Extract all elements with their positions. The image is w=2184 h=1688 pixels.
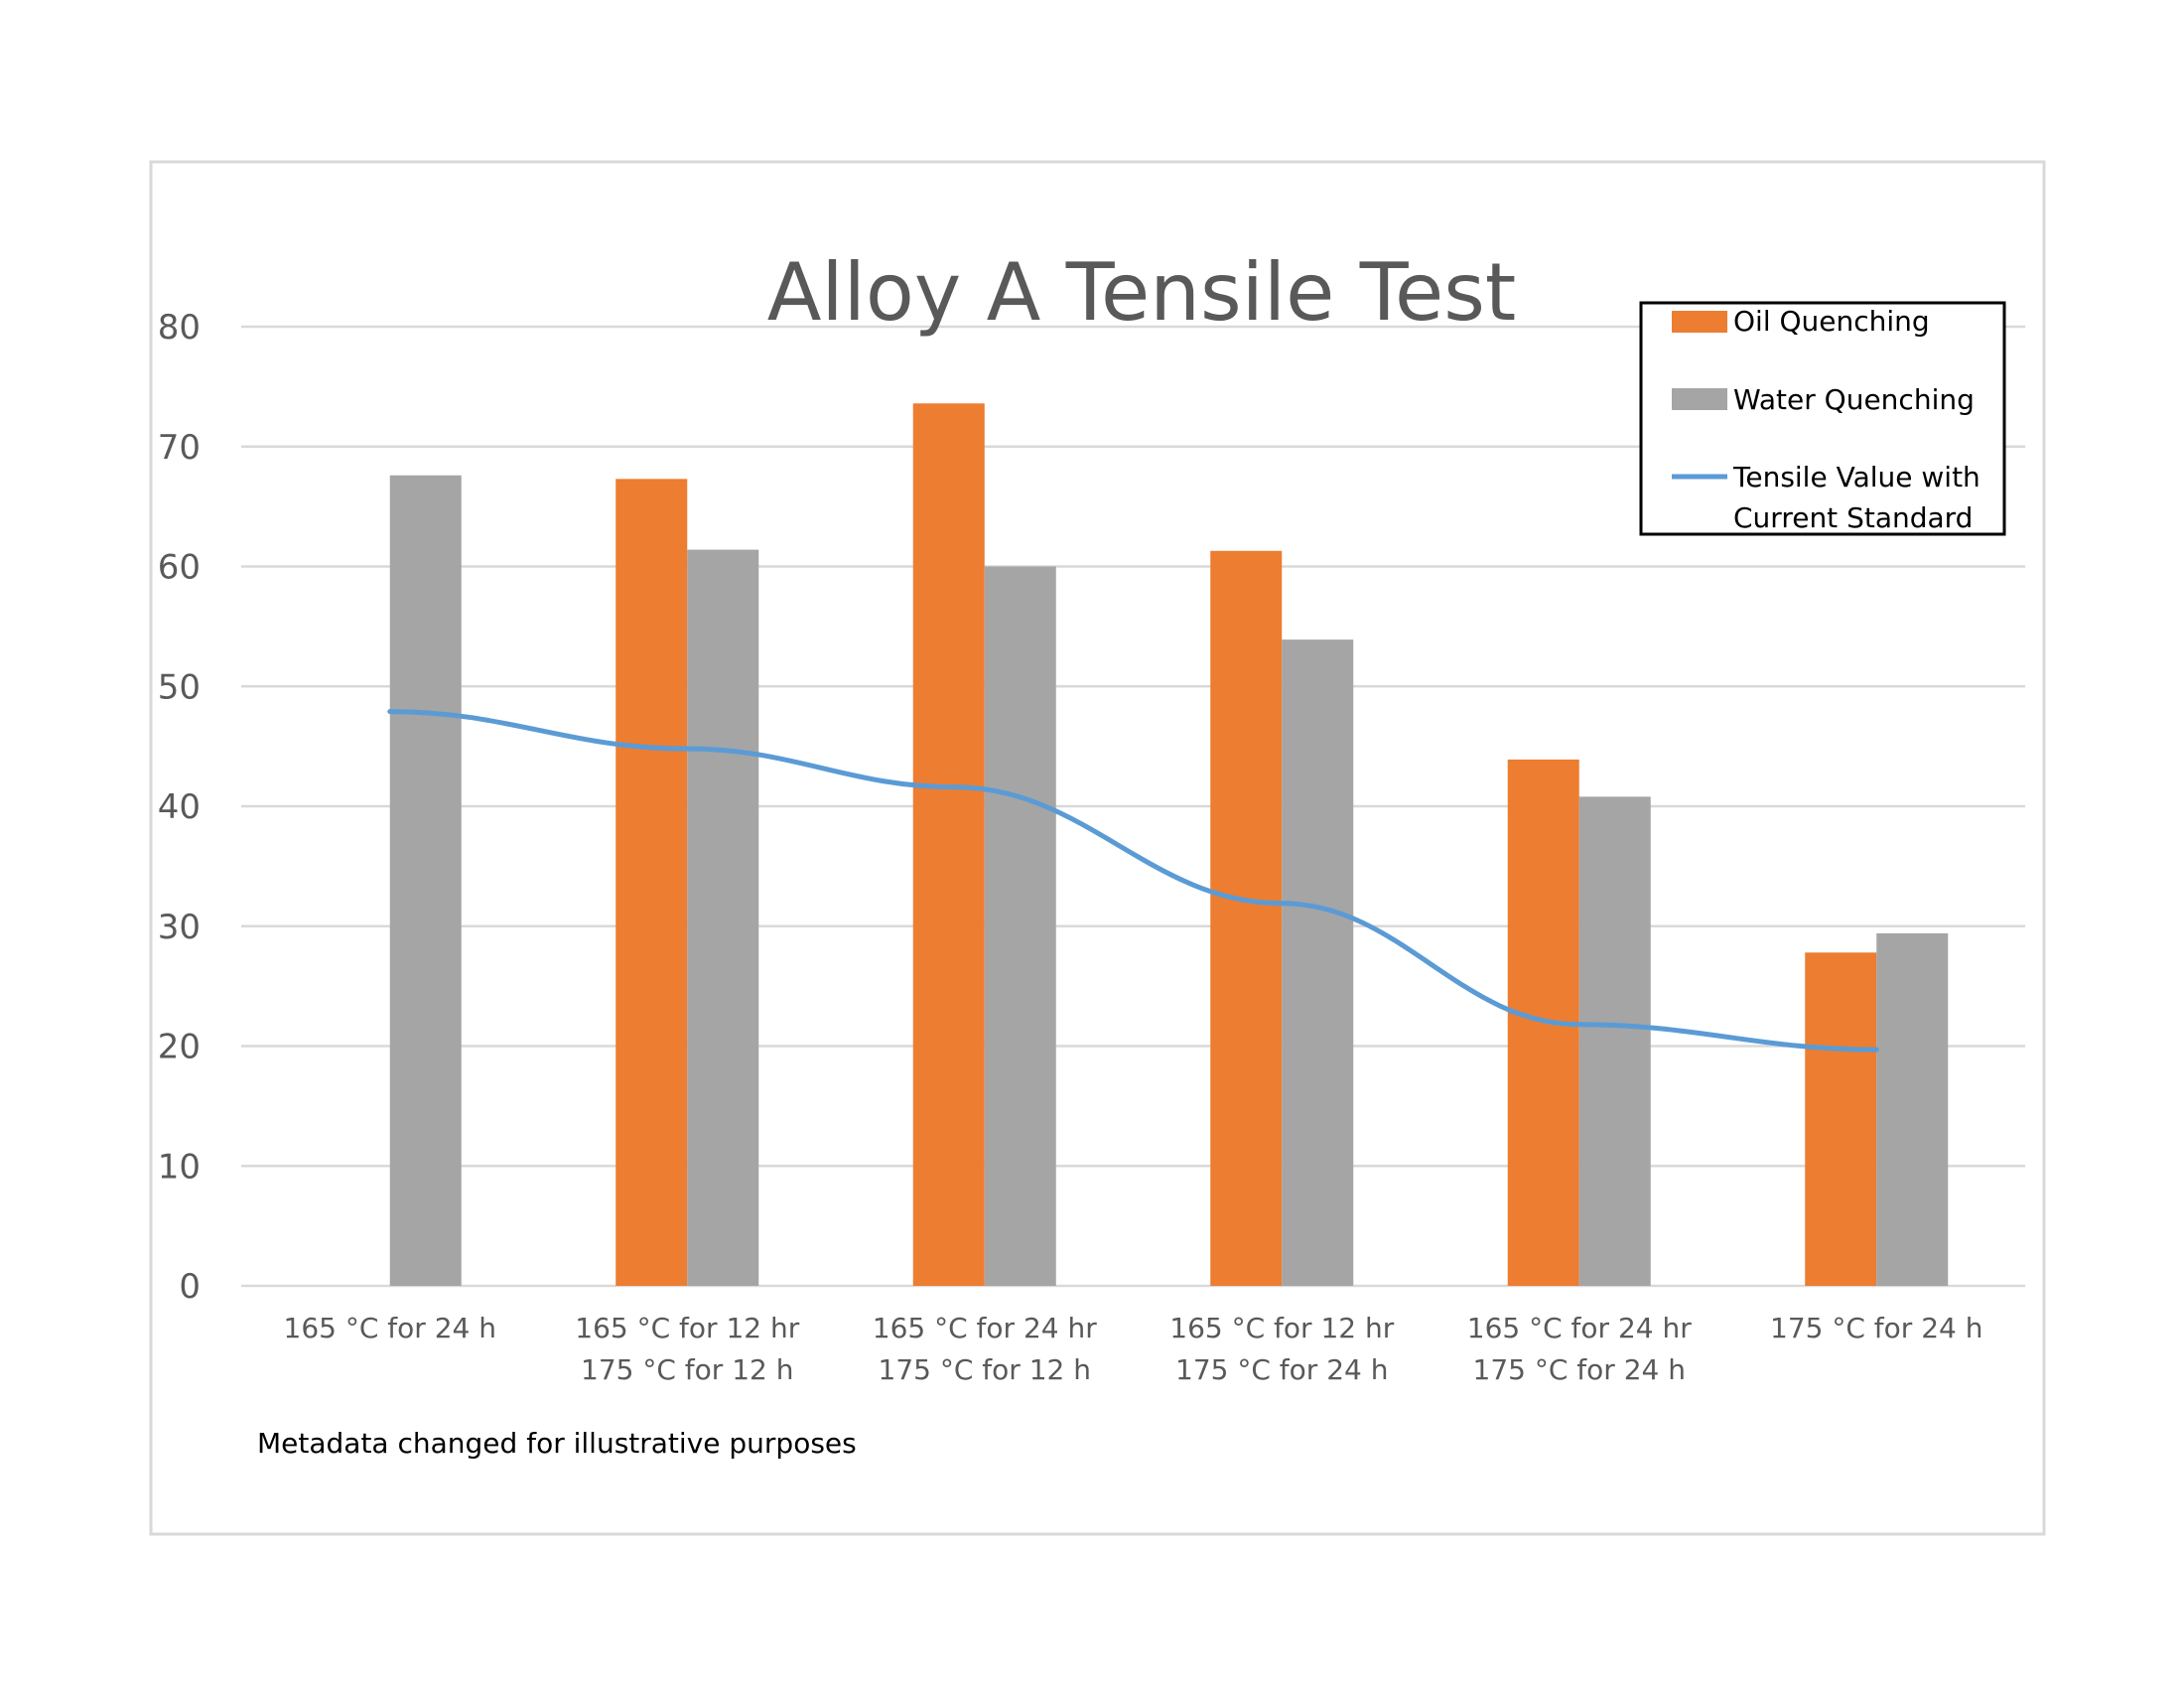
- x-tick-line: 165 °C for 24 hr: [1467, 1312, 1692, 1344]
- bar-oil-quenching: [1210, 550, 1283, 1286]
- bar-water-quenching: [1876, 932, 1949, 1286]
- y-tick-label: 20: [158, 1028, 201, 1067]
- x-tick-line: 165 °C for 12 hr: [1169, 1312, 1394, 1344]
- bar-oil-quenching: [615, 479, 688, 1286]
- metadata-note: Metadata changed for illustrative purpos…: [257, 1427, 857, 1460]
- legend-box: [1639, 301, 2006, 536]
- x-tick-label: 165 °C for 24 hr 175 °C for 24 h: [1467, 1312, 1692, 1386]
- bar-water-quenching: [1578, 796, 1651, 1286]
- x-tick-label: 175 °C for 24 h: [1770, 1312, 1982, 1344]
- bar-oil-quenching: [912, 403, 985, 1286]
- x-tick-label: 165 °C for 12 hr 175 °C for 12 h: [575, 1312, 799, 1386]
- x-tick-label: 165 °C for 12 hr 175 °C for 24 h: [1169, 1312, 1394, 1386]
- legend-label-standard-line-2: Current Standard: [1733, 501, 1973, 534]
- bar-water-quenching: [389, 475, 462, 1287]
- bar-water-quenching: [984, 566, 1056, 1286]
- y-tick-label: 70: [158, 428, 201, 468]
- standard-line: [387, 709, 1879, 1053]
- x-tick-line: 165 °C for 12 hr: [575, 1312, 799, 1344]
- x-tick-line: 175 °C for 24 h: [1175, 1353, 1388, 1386]
- legend-label-standard-line-1: Tensile Value with: [1732, 461, 1980, 493]
- y-tick-label: 60: [158, 548, 201, 588]
- y-tick-label: 80: [158, 308, 201, 348]
- legend: Oil Quenching Water Quenching Tensile Va…: [1639, 301, 2006, 536]
- legend-label-oil-quenching: Oil Quenching: [1733, 305, 1930, 338]
- y-tick-label: 30: [158, 908, 201, 947]
- bar-water-quenching: [687, 549, 759, 1286]
- chart-frame: [149, 160, 2046, 1536]
- x-tick-line: 175 °C for 24 h: [1770, 1312, 1982, 1344]
- y-tick-label: 40: [158, 787, 201, 827]
- legend-swatch-oil-quenching: [1672, 311, 1727, 333]
- y-tick-label: 10: [158, 1147, 201, 1187]
- x-tick-line: 175 °C for 12 h: [581, 1353, 793, 1386]
- x-tick-label: 165 °C for 24 h: [284, 1312, 496, 1344]
- x-tick-label: 165 °C for 24 hr 175 °C for 12 h: [873, 1312, 1097, 1386]
- chart-title: Alloy A Tensile Test: [767, 246, 1517, 339]
- bar-oil-quenching: [1805, 952, 1877, 1286]
- x-tick-line: 175 °C for 24 h: [1473, 1353, 1686, 1386]
- legend-swatch-water-quenching: [1672, 388, 1727, 410]
- x-axis-ticks: 165 °C for 24 h 165 °C for 12 hr 175 °C fo…: [284, 1312, 1983, 1386]
- x-tick-line: 165 °C for 24 h: [284, 1312, 496, 1344]
- line-tensile-standard: [387, 709, 1879, 1053]
- bars: [389, 403, 1949, 1287]
- x-tick-line: 165 °C for 24 hr: [873, 1312, 1097, 1344]
- y-axis-ticks: 0 10 20 30 40 50 60 70 80: [158, 308, 201, 1307]
- legend-label-standard-line: Tensile Value with Current Standard: [1732, 461, 1989, 534]
- x-tick-line: 175 °C for 12 h: [879, 1353, 1091, 1386]
- legend-label-water-quenching: Water Quenching: [1733, 383, 1975, 416]
- y-tick-label: 0: [179, 1267, 201, 1307]
- bar-water-quenching: [1282, 639, 1354, 1286]
- y-tick-label: 50: [158, 667, 201, 707]
